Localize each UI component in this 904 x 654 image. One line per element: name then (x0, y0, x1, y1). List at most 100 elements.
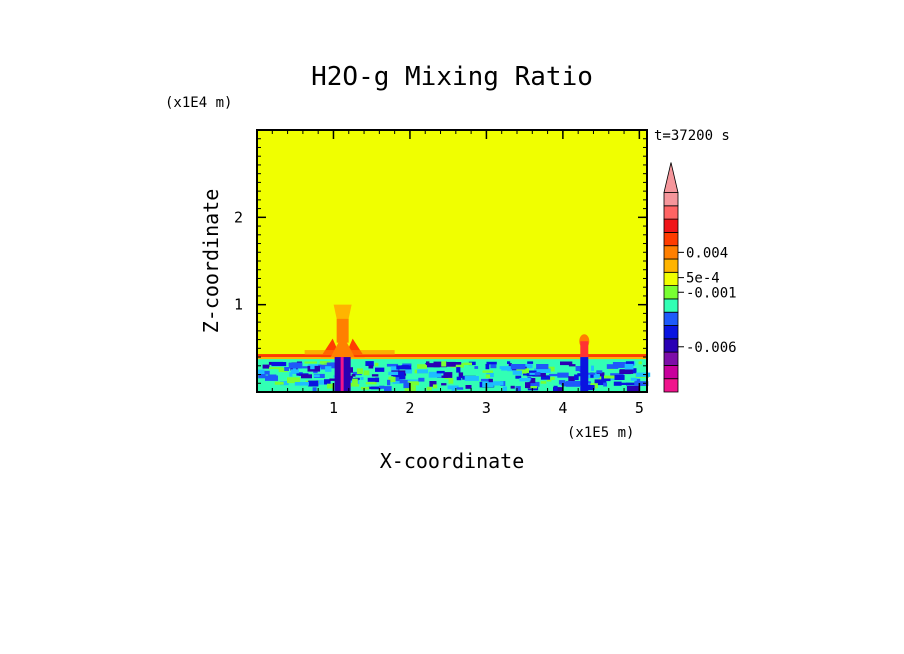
bl-cell (351, 374, 356, 377)
bl-cell (352, 378, 358, 385)
bl-cell (468, 361, 476, 366)
bl-cell (456, 367, 461, 373)
bl-cell (540, 375, 551, 380)
bl-cell (443, 372, 453, 378)
bl-cell (634, 381, 649, 386)
boundary-layer-top-line (257, 354, 647, 358)
x-tick-label: 3 (482, 399, 491, 417)
bl-cell (451, 387, 455, 392)
plume-cap (333, 304, 352, 319)
bl-cell (447, 385, 459, 390)
colorbar-segment (663, 378, 679, 393)
bl-cell (448, 378, 454, 384)
bl-cell (534, 372, 541, 376)
y-axis-label: Z-coordinate (199, 189, 223, 334)
bl-cell (482, 381, 494, 387)
bl-cell (450, 363, 464, 368)
bl-cell (527, 361, 534, 364)
bl-cell (326, 362, 341, 365)
bl-cell (302, 366, 310, 369)
bl-cell (560, 361, 573, 366)
bl-cell (527, 387, 539, 391)
bl-cell (601, 376, 611, 382)
colorbar-segment (663, 192, 679, 207)
bl-cell (624, 363, 634, 370)
bl-cell (525, 382, 531, 389)
x-tick-label: 4 (558, 399, 567, 417)
bl-cell (406, 381, 419, 386)
bl-cell (429, 381, 437, 387)
bl-cell (486, 361, 497, 365)
bl-cell (367, 377, 378, 382)
x-tick-label: 2 (405, 399, 414, 417)
bl-cell (287, 377, 301, 384)
bl-cell (529, 372, 536, 375)
bl-cell (290, 369, 299, 374)
colorbar-label: -0.001 (686, 285, 737, 301)
bl-cell (456, 387, 464, 390)
bl-cell (258, 374, 266, 379)
colorbar: 0.004 5e-4-0.001 -0.006 (663, 162, 737, 393)
bl-cell (488, 378, 493, 383)
bl-cell (529, 378, 536, 384)
bl-cell (417, 364, 427, 369)
bl-cell (625, 361, 634, 366)
bl-cell (515, 386, 521, 392)
bl-cell (271, 362, 287, 367)
bl-cell (463, 362, 472, 366)
bl-cell (501, 368, 509, 371)
bl-cell (441, 361, 447, 367)
colorbar-segment (663, 364, 679, 380)
bl-cell (616, 365, 623, 368)
bl-cell (375, 367, 385, 372)
bl-cell (399, 375, 406, 380)
bl-cell (319, 361, 331, 364)
bl-cell (312, 387, 317, 393)
bl-cell (574, 374, 579, 381)
plume-column (580, 341, 589, 358)
bl-cell (458, 372, 464, 378)
time-label: t=37200 s (654, 128, 730, 144)
plume-column (336, 318, 349, 343)
bl-cell (310, 381, 318, 384)
bl-cell (318, 364, 331, 370)
bl-cell (566, 381, 580, 387)
bl-cell (603, 382, 607, 387)
axis-ticks: 1 2 3 4 5 1 2 (234, 130, 647, 417)
x-tick-label: 1 (329, 399, 338, 417)
colorbar-segment (663, 325, 679, 340)
bl-cell (259, 370, 270, 375)
bl-cell (324, 379, 331, 385)
bl-cell (360, 377, 364, 380)
bl-cell (485, 374, 491, 379)
bl-cell (386, 363, 399, 367)
bl-cell (598, 376, 603, 380)
bl-cell (583, 375, 594, 379)
bl-cell (433, 361, 447, 368)
bl-cell (446, 361, 456, 367)
bl-cell (456, 376, 462, 381)
bl-cell (257, 369, 265, 375)
colorbar-segment (663, 231, 679, 247)
bl-cell (485, 363, 490, 370)
bl-cell (594, 379, 607, 386)
bl-cell (626, 382, 641, 386)
bl-cell (374, 362, 379, 367)
bl-cell (590, 372, 594, 378)
bl-cell (508, 363, 512, 368)
colorbar-segment (663, 351, 679, 366)
bl-cell (568, 376, 575, 382)
bl-cell (587, 372, 596, 375)
bl-cell (492, 381, 504, 386)
bl-cell (481, 378, 490, 382)
bl-cell (575, 366, 581, 372)
bl-cell (619, 369, 631, 375)
bl-cell (596, 370, 603, 374)
bl-cell (436, 370, 445, 374)
bl-cell (557, 372, 569, 378)
bl-cell (630, 377, 637, 381)
bl-cell (432, 384, 438, 389)
bl-cell (632, 368, 637, 374)
bl-cell (274, 381, 284, 385)
